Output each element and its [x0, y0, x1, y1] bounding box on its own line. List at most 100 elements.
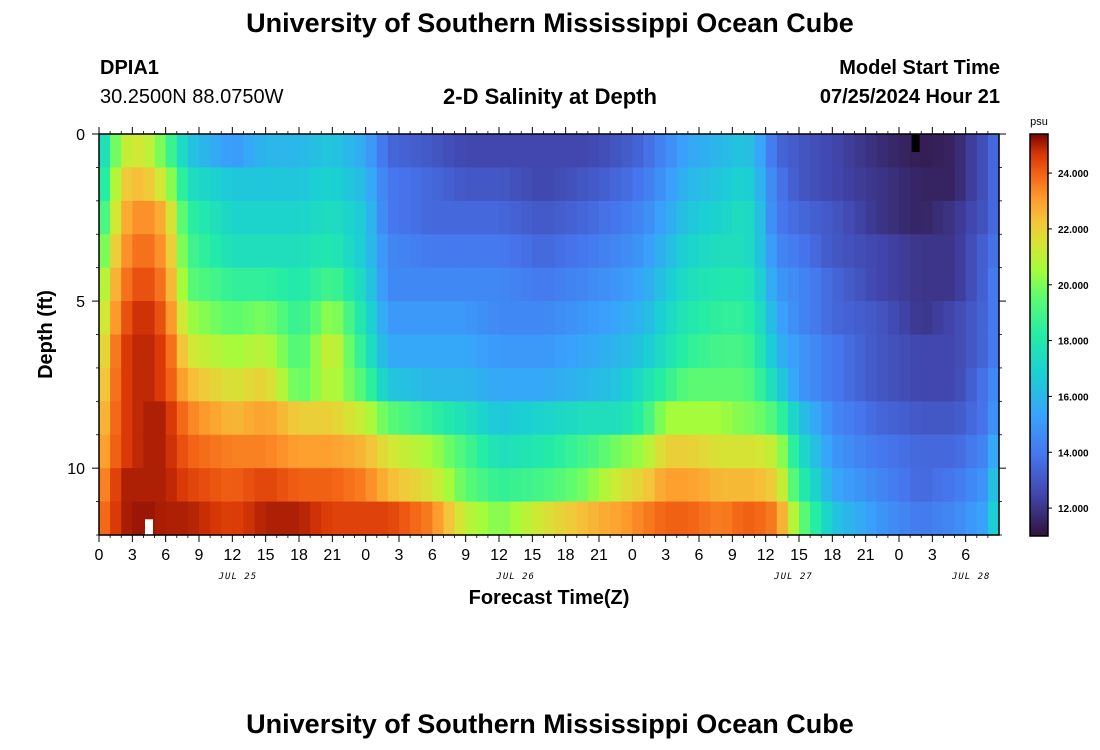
heatmap-cell	[921, 468, 933, 503]
heatmap-cell	[643, 367, 656, 402]
heatmap-cell	[732, 267, 745, 302]
heatmap-cell	[432, 367, 445, 402]
heatmap-cell	[287, 367, 300, 402]
heatmap-cell	[110, 501, 122, 536]
x-tick-label: 0	[895, 547, 904, 564]
heatmap-cell	[576, 501, 589, 536]
heatmap-cell	[887, 134, 900, 169]
heatmap-cell	[465, 267, 478, 302]
heatmap-cell	[343, 501, 356, 536]
heatmap-cell	[187, 434, 200, 469]
heatmap-cell	[387, 134, 400, 169]
heatmap-cell	[199, 334, 211, 369]
heatmap-cell	[610, 367, 622, 402]
heatmap-cell	[332, 367, 345, 402]
heatmap-cell	[421, 301, 433, 336]
heatmap-cell	[654, 334, 667, 369]
heatmap-cell	[854, 434, 867, 469]
heatmap-cell	[254, 468, 267, 503]
heatmap-cell	[287, 434, 300, 469]
heatmap-cell	[943, 367, 956, 402]
heatmap-cell	[221, 200, 233, 235]
heatmap-cell	[732, 468, 745, 503]
heatmap-cell	[232, 200, 245, 235]
heatmap-cell	[587, 134, 600, 169]
heatmap-cell	[487, 434, 500, 469]
heatmap-cell	[121, 267, 133, 302]
heatmap-cell	[387, 167, 400, 202]
heatmap-cell	[276, 167, 289, 202]
heatmap-cell	[110, 434, 122, 469]
heatmap-cell	[254, 234, 267, 269]
heatmap-cell	[476, 334, 489, 369]
heatmap-cell	[676, 267, 689, 302]
heatmap-cell	[454, 434, 467, 469]
heatmap-cell	[254, 134, 267, 169]
heatmap-cell	[265, 167, 278, 202]
heatmap-cell	[810, 401, 822, 436]
heatmap-cell	[865, 501, 878, 536]
heatmap-cell	[699, 334, 711, 369]
heatmap-cell	[821, 434, 833, 469]
heatmap-cell	[810, 200, 822, 235]
heatmap-cell	[810, 334, 822, 369]
heatmap-cell	[687, 468, 700, 503]
date-label: JUL 28	[951, 572, 991, 582]
heatmap-cell	[432, 234, 445, 269]
heatmap-cell	[899, 167, 911, 202]
heatmap-cell	[976, 301, 989, 336]
heatmap-cell	[754, 334, 767, 369]
heatmap-cell	[121, 468, 133, 503]
heatmap-cell	[176, 267, 189, 302]
heatmap-cell	[121, 167, 133, 202]
heatmap-cell	[265, 367, 278, 402]
heatmap-cell	[821, 267, 833, 302]
heatmap-cell	[354, 334, 367, 369]
heatmap-cell	[643, 334, 656, 369]
heatmap-cell	[443, 267, 456, 302]
heatmap-cell	[321, 334, 333, 369]
heatmap-cell	[587, 434, 600, 469]
heatmap-cell	[310, 367, 322, 402]
heatmap-cell	[587, 234, 600, 269]
heatmap-cell	[654, 401, 667, 436]
heatmap-cell	[410, 234, 422, 269]
heatmap-cell	[776, 501, 789, 536]
heatmap-cell	[354, 434, 367, 469]
heatmap-cell	[799, 334, 811, 369]
heatmap-cell	[499, 367, 511, 402]
heatmap-cell	[965, 434, 978, 469]
heatmap-cell	[510, 134, 522, 169]
heatmap-cell	[121, 434, 133, 469]
heatmap-cell	[954, 401, 967, 436]
heatmap-cell	[99, 167, 111, 202]
heatmap-cell	[287, 468, 300, 503]
heatmap-cell	[965, 301, 978, 336]
heatmap-cell	[565, 468, 578, 503]
heatmap-cell	[721, 134, 733, 169]
heatmap-cell	[910, 401, 922, 436]
heatmap-cell	[132, 434, 145, 469]
heatmap-cell	[810, 167, 822, 202]
colorbar-tick-label: 16.000	[1058, 392, 1089, 403]
heatmap-cell	[454, 501, 467, 536]
heatmap-cell	[643, 501, 656, 536]
heatmap-cell	[732, 134, 745, 169]
heatmap-cell	[143, 401, 156, 436]
heatmap-cell	[965, 200, 978, 235]
heatmap-cell	[254, 167, 267, 202]
heatmap-cell	[254, 367, 267, 402]
heatmap-cell	[987, 167, 1000, 202]
heatmap-cell	[299, 367, 311, 402]
heatmap-cell	[276, 301, 289, 336]
heatmap-cell	[565, 367, 578, 402]
heatmap-cell	[732, 234, 745, 269]
heatmap-cell	[432, 134, 445, 169]
heatmap-cell	[987, 401, 1000, 436]
heatmap-cell	[899, 501, 911, 536]
heatmap-cell	[199, 434, 211, 469]
heatmap-cell	[676, 434, 689, 469]
heatmap-cell	[110, 134, 122, 169]
heatmap-cell	[243, 367, 256, 402]
heatmap-cell	[854, 367, 867, 402]
